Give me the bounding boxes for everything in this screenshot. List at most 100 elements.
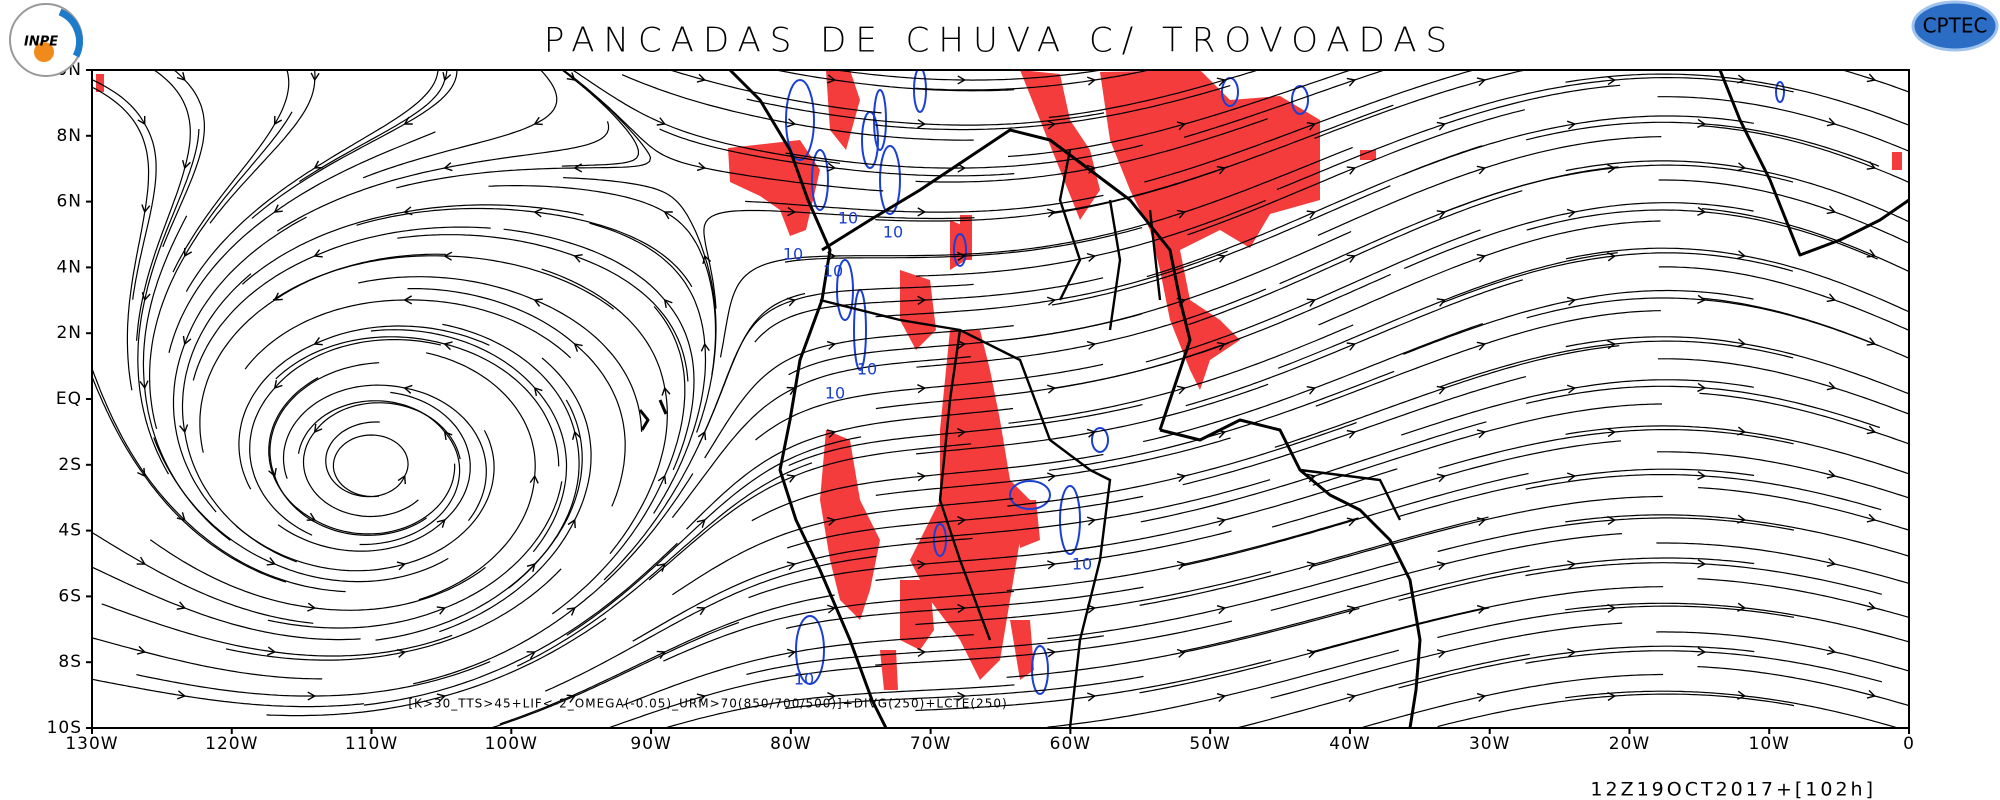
streamline-arrow [566,694,577,703]
streamline-arrow [181,160,191,170]
streamline [1698,487,1909,531]
streamline-arrow [656,650,667,660]
streamline-arrow [1216,693,1227,703]
streamline [915,70,1153,91]
streamline-arrow [1176,648,1187,658]
lon-label: 70W [910,734,951,754]
streamline-arrow [136,645,147,655]
streamline-arrow [1046,384,1057,394]
streamline-arrow [141,292,151,302]
streamline-arrow [533,208,543,218]
streamline-arrow [786,118,797,128]
streamline-arrow [533,116,543,126]
streamline [1234,653,1530,728]
streamline-arrow [957,339,967,350]
streamline-arrow [917,472,927,482]
streamline-arrow [179,424,189,434]
streamline-arrow [1476,165,1487,175]
streamline-arrow [786,474,797,483]
streamline-arrow [567,518,576,529]
streamline [831,70,1106,81]
streamline-arrow [313,160,323,169]
lon-label: 30W [1469,734,1510,754]
streamline-arrow [307,602,317,612]
streamline-arrow [957,163,967,173]
streamline-arrow [827,162,837,172]
streamline-arrow [957,75,967,85]
logo-right: CPTEC [1911,0,1999,52]
streamline-arrow [1736,250,1747,260]
lon-label: 120W [205,734,258,754]
contour-label: 10 [857,360,877,379]
streamline-arrow [1086,76,1097,86]
lat-label: 6S [58,586,82,606]
streamline-arrow [657,474,667,485]
lat-label: 2S [58,455,82,475]
streamline [1701,297,1909,359]
streamline-arrow [697,430,707,441]
streamline [172,70,290,273]
streamline-arrow [268,467,277,478]
streamline-arrow [1866,337,1877,346]
streamline-arrow [184,247,193,258]
streamline-arrow [917,384,927,394]
streamline-arrow [306,512,316,521]
streamline-arrow [313,423,323,434]
streamline [1048,70,1260,119]
streamline-arrow [1436,298,1447,307]
streamline-arrow [826,429,837,439]
streamline-arrow [273,204,283,213]
streamline-arrow [1216,77,1227,87]
streamline-arrow [1436,210,1447,219]
streamline-arrow [1826,469,1837,479]
lon-label: 0 [1903,734,1915,754]
streamline-arrow [1697,294,1707,304]
lon-label: 60W [1050,734,1091,754]
streamline-arrow [1736,74,1747,84]
lat-label: 2N [56,323,82,343]
contour-label: 10 [823,262,843,281]
streamline-arrow [1476,253,1487,263]
streamline-arrow [786,297,797,307]
streamline-arrow [436,606,447,615]
streamlines [92,70,1909,728]
streamline-arrow [957,428,967,438]
streamline-arrow [526,651,536,660]
logo-left-text: INPE [24,35,58,50]
streamline-arrow [1436,121,1447,131]
streamline-arrow [1866,689,1877,699]
streamline-arrow [274,115,283,126]
streamline [92,531,314,624]
streamline-arrow [1566,384,1577,394]
streamline-arrow [442,71,452,82]
streamline-arrow [1607,164,1617,174]
streamline-arrow [957,691,967,701]
streamline-arrow [1306,210,1317,219]
streamline-arrow [1176,385,1187,395]
streamline-arrow [307,691,317,701]
streamline-arrow [786,561,797,571]
streamline-arrow [702,254,712,265]
streamline-arrow [696,73,707,83]
streamline-arrow [1346,342,1357,351]
streamline-arrow [1306,561,1317,571]
streamline-arrow [139,380,149,390]
coastlines [638,70,1909,728]
streamline-arrow [396,648,407,658]
streamline [1565,690,1901,728]
streamline [1183,70,1387,138]
streamline-arrow [696,162,707,172]
lon-label: 130W [65,734,118,754]
streamline-arrow [182,335,192,346]
streamline-arrow [443,430,453,441]
streamline-arrow [436,693,447,703]
streamline [1657,358,1909,415]
streamline-arrow [1566,472,1577,482]
streamline [1565,247,1909,313]
streamline-arrow [573,163,583,173]
streamline-arrow [1736,338,1747,348]
streamline-arrow [533,298,543,307]
streamline-arrow [1607,427,1617,438]
contour-label: 10 [825,384,845,403]
